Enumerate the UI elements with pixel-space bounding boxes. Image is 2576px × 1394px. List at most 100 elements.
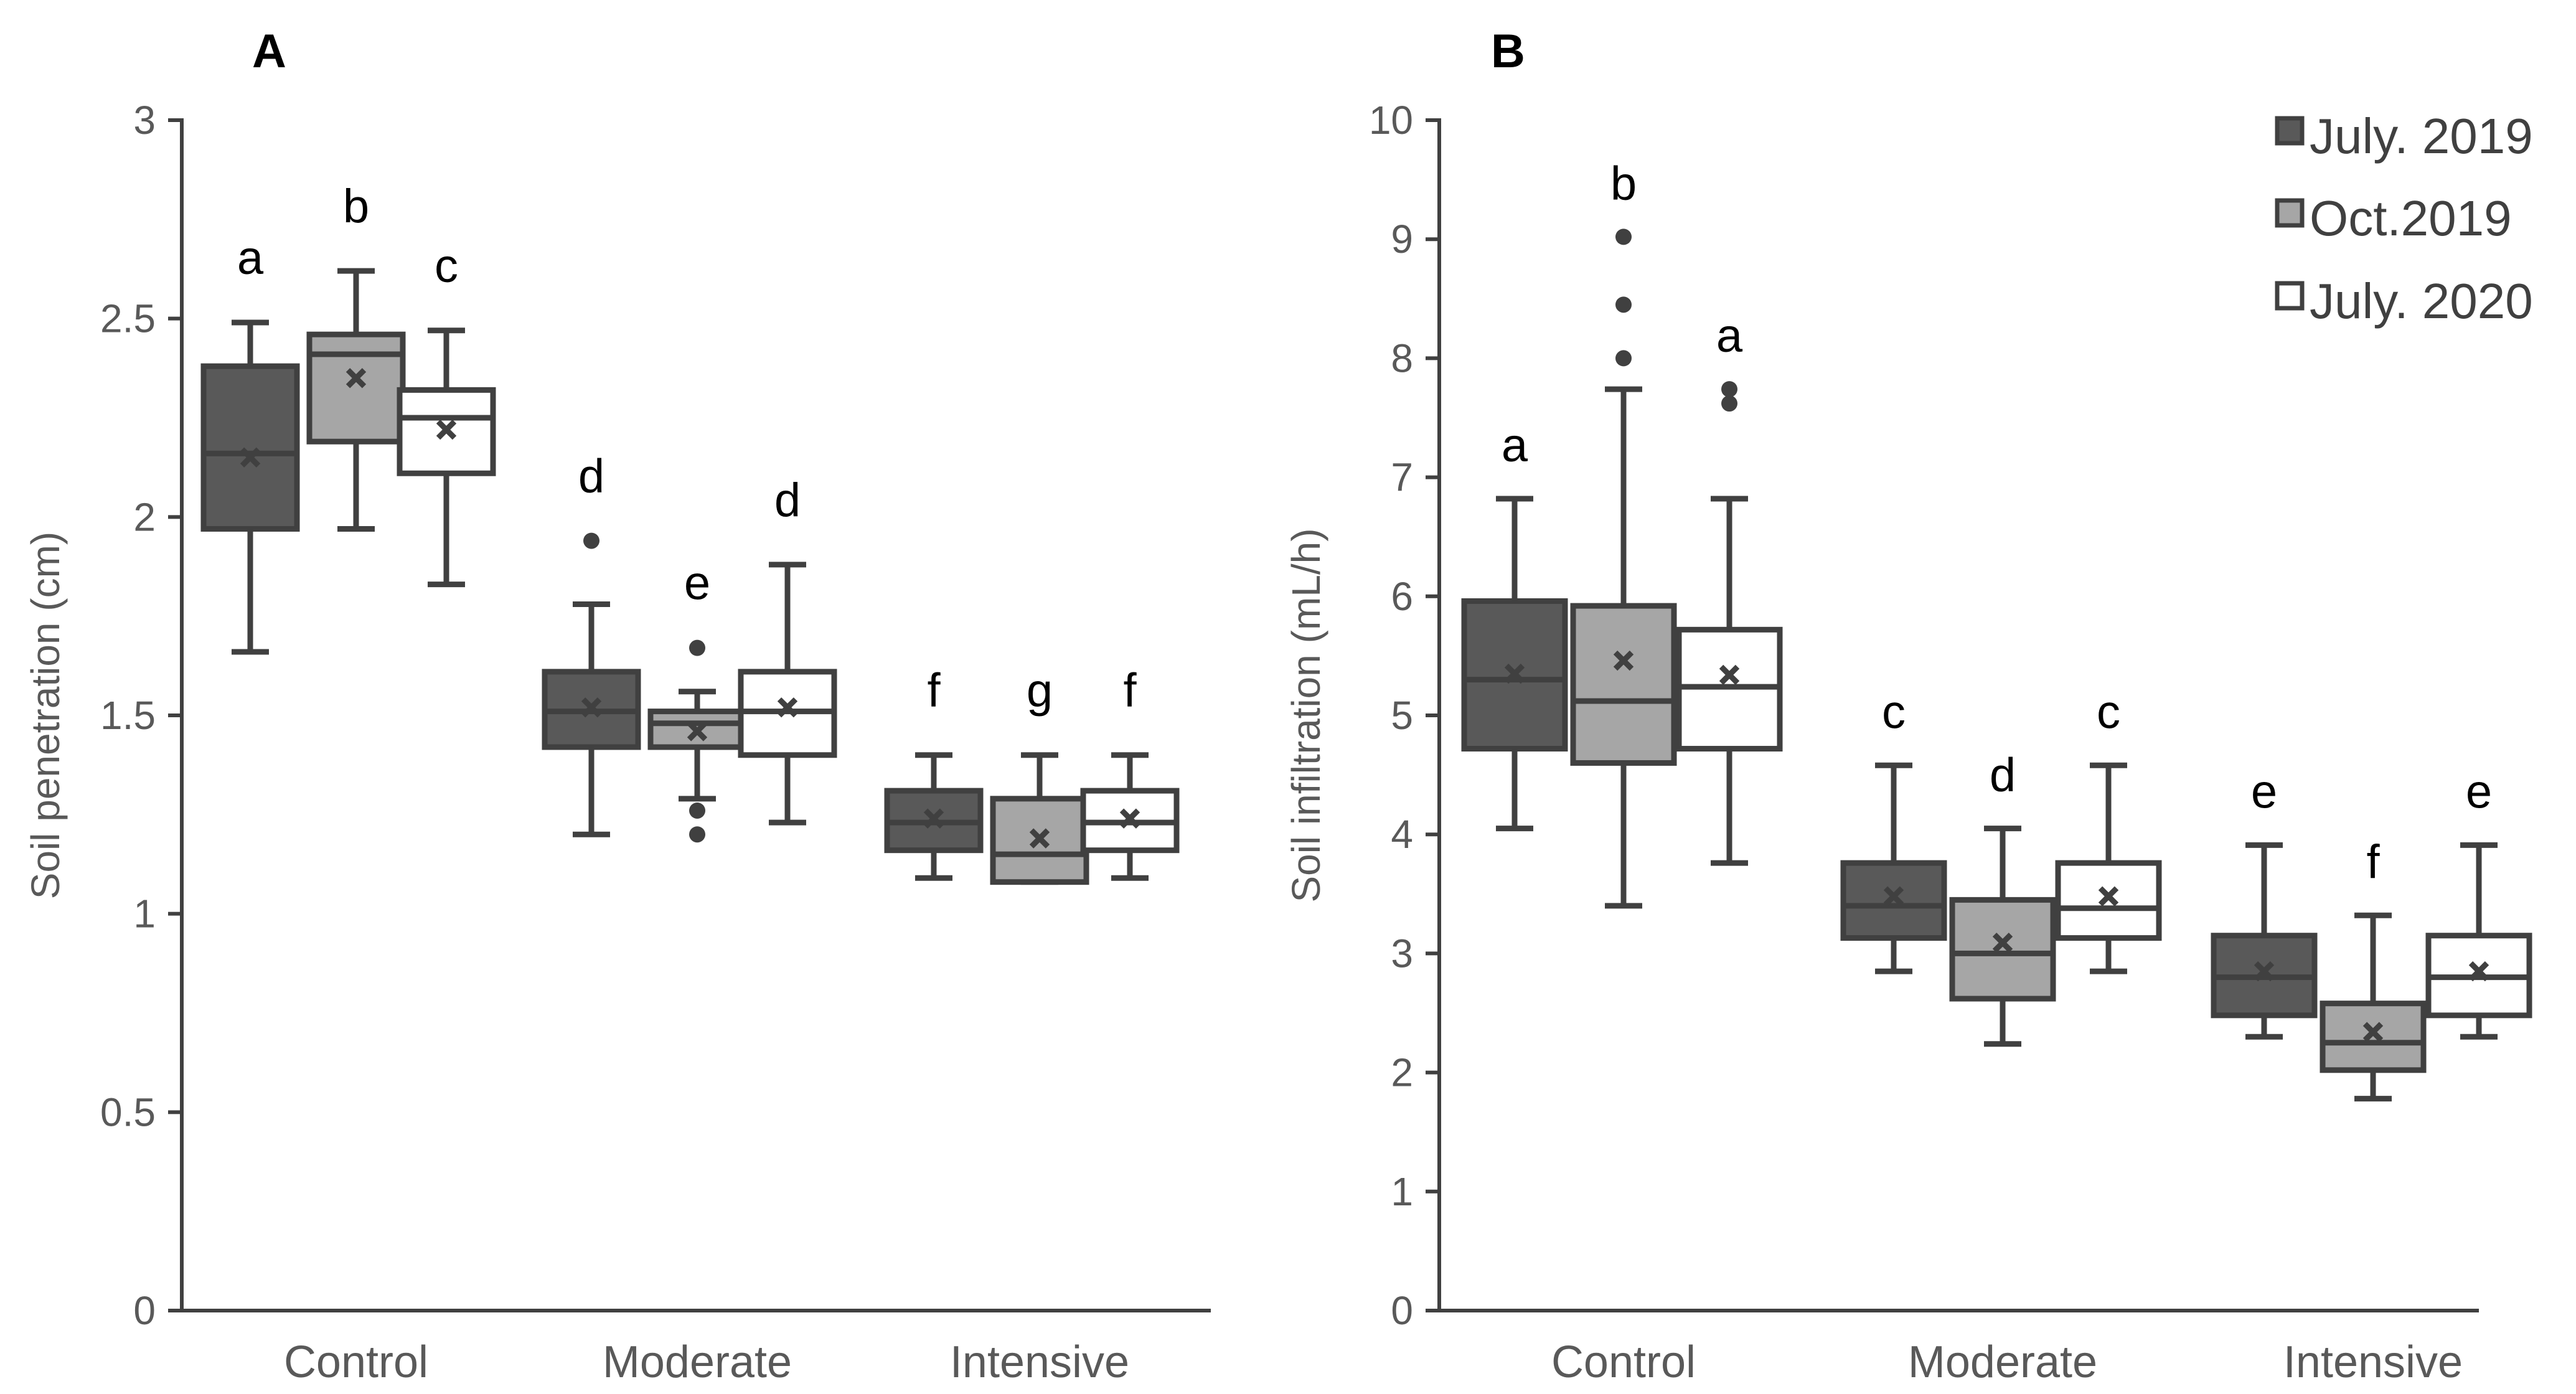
significance-letter: f — [2366, 836, 2380, 888]
significance-letter: e — [684, 557, 710, 610]
box-plot-july-2020-control: a — [1676, 309, 1783, 866]
box-plot-july-2020-moderate: c — [2055, 685, 2162, 974]
legend-label: Oct.2019 — [2310, 191, 2512, 246]
y-axis-title: Soil penetration (cm) — [23, 532, 68, 899]
mean-stroke — [2254, 961, 2275, 982]
chart-panel-a: A Soil penetration (cm) 0 0.5 1 1.5 2 2.5 3 Contr… — [23, 25, 1211, 1387]
mean-marker — [1883, 886, 1904, 907]
mean-stroke — [581, 697, 602, 718]
box-plot-july-2019-moderate: d — [542, 450, 641, 837]
box-plot-july-2019-moderate: c — [1840, 685, 1947, 974]
outlier-point — [1615, 296, 1632, 313]
mean-stroke — [2362, 1022, 2384, 1042]
mean-marker — [2254, 961, 2275, 982]
box-plot-july-2020-moderate: d — [738, 474, 837, 826]
outlier-point — [1615, 228, 1632, 245]
box-body — [1949, 897, 2056, 1002]
significance-letter: b — [1610, 157, 1637, 210]
box-plot-july-2019-intensive: f — [884, 664, 984, 881]
significance-letter: c — [435, 240, 458, 293]
legend-swatch — [2275, 281, 2305, 311]
mean-stroke — [1504, 663, 1525, 684]
x-category-label: Intensive — [950, 1337, 1129, 1387]
significance-letter: f — [1123, 664, 1137, 717]
outlier-point — [689, 802, 705, 819]
x-category-label: Intensive — [2283, 1337, 2463, 1387]
legend-label: July. 2019 — [2310, 108, 2533, 164]
mean-stroke — [346, 368, 367, 389]
significance-letter: b — [343, 180, 369, 233]
box-plot-oct-2019-control: b — [306, 180, 406, 532]
mean-marker — [346, 368, 367, 389]
mean-stroke — [436, 419, 457, 440]
outlier-point — [583, 532, 599, 549]
significance-letter: e — [2466, 765, 2492, 818]
significance-letter: d — [578, 450, 604, 503]
y-tick-label: 3 — [133, 98, 156, 143]
x-category-label: Moderate — [603, 1337, 792, 1387]
box-plot-july-2019-intensive: e — [2211, 765, 2318, 1040]
significance-letter: d — [1990, 749, 2016, 802]
box-plot-oct-2019-moderate: d — [1949, 749, 2056, 1047]
significance-letter: a — [1502, 419, 1528, 472]
mean-stroke — [240, 447, 261, 468]
y-tick-label: 0.5 — [100, 1090, 156, 1134]
chart-panel-b: B Soil infiltration (mL/h) 0 1 2 3 4 5 6 7 8 9 10 Con… — [1284, 25, 2532, 1387]
outlier-point — [689, 826, 705, 843]
box-plot-oct-2019-intensive: f — [2320, 836, 2427, 1102]
mean-stroke — [1119, 808, 1140, 829]
mean-marker — [581, 697, 602, 718]
legend: July. 2019 Oct.2019 July. 2020 — [2275, 108, 2533, 329]
mean-stroke — [687, 721, 708, 742]
mean-marker — [240, 447, 261, 468]
mean-stroke — [2468, 961, 2489, 982]
box-plot-july-2020-control: c — [397, 240, 496, 588]
significance-letter: g — [1027, 664, 1053, 717]
legend-label: July. 2020 — [2310, 273, 2533, 329]
box-body — [990, 796, 1089, 885]
y-tick-label: 10 — [1369, 98, 1413, 143]
legend-swatch — [2275, 116, 2305, 146]
mean-marker — [2362, 1022, 2384, 1042]
box-plot-oct-2019-moderate: e — [647, 557, 747, 843]
legend-swatch — [2275, 198, 2305, 228]
box-plot-oct-2019-control: b — [1570, 157, 1677, 909]
y-tick-label: 8 — [1391, 336, 1413, 380]
outlier-point — [1721, 381, 1737, 398]
mean-marker — [1504, 663, 1525, 684]
y-tick-label: 4 — [1391, 812, 1413, 857]
x-category-label: Control — [284, 1337, 428, 1387]
mean-marker — [2468, 961, 2489, 982]
mean-stroke — [1883, 886, 1904, 907]
significance-letter: c — [1882, 685, 1906, 738]
significance-letter: d — [774, 474, 801, 527]
mean-stroke — [1613, 650, 1634, 671]
box-body — [1570, 603, 1677, 766]
y-tick-label: 1 — [133, 892, 156, 936]
outlier-point — [1721, 395, 1737, 412]
mean-stroke — [1029, 828, 1050, 849]
y-tick-label: 0 — [1391, 1288, 1413, 1333]
significance-letter: f — [927, 664, 941, 717]
y-tick-label: 3 — [1391, 931, 1413, 976]
outlier-point — [689, 639, 705, 656]
box-plot-july-2020-intensive: f — [1080, 664, 1180, 881]
x-category-label: Moderate — [1908, 1337, 2097, 1387]
mean-stroke — [1992, 933, 2013, 953]
legend-item: July. 2019 — [2275, 108, 2533, 164]
mean-marker — [923, 808, 944, 829]
significance-letter: e — [2251, 765, 2277, 818]
mean-stroke — [1719, 664, 1740, 685]
significance-letter: a — [1716, 309, 1743, 362]
mean-marker — [777, 697, 798, 718]
box-body — [200, 363, 300, 532]
y-axis-title: Soil infiltration (mL/h) — [1284, 528, 1328, 902]
box-plot-july-2019-control: a — [1461, 419, 1568, 832]
y-tick-label: 2.5 — [100, 296, 156, 341]
x-category-label: Control — [1551, 1337, 1696, 1387]
box-plot-oct-2019-intensive: g — [990, 664, 1089, 885]
y-tick-label: 2 — [133, 494, 156, 539]
y-tick-label: 6 — [1391, 574, 1413, 619]
box-plot-july-2020-intensive: e — [2425, 765, 2532, 1040]
